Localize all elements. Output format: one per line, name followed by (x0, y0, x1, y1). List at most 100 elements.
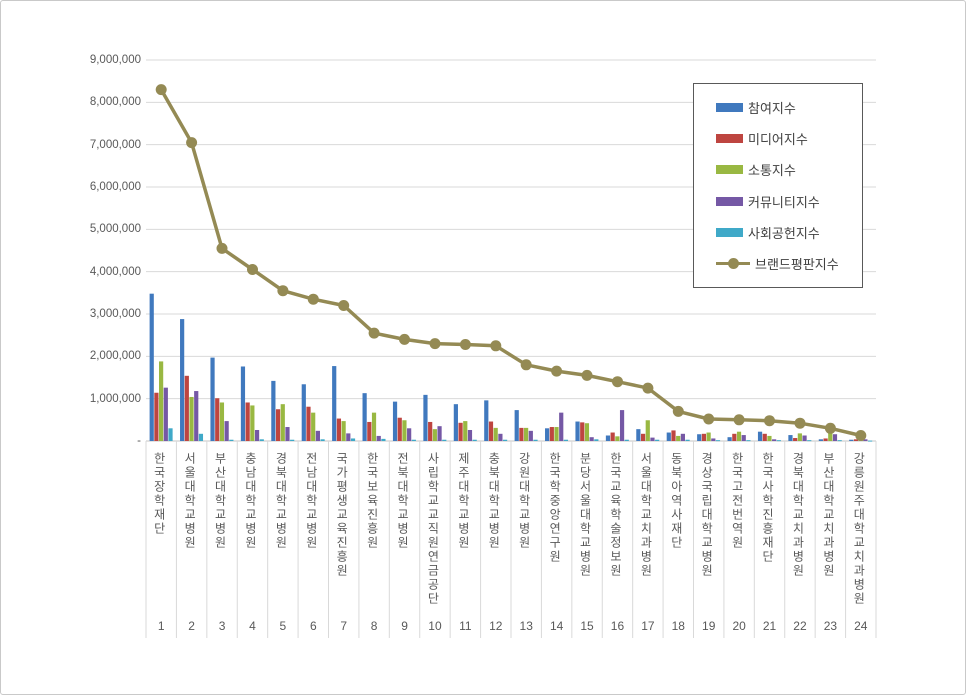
rank-number-21: 21 (762, 619, 777, 633)
rank-number-16: 16 (610, 619, 625, 633)
brand-marker-10 (429, 338, 441, 350)
bar-3-cat-8 (371, 412, 377, 441)
y-tick-label: 2,000,000 (89, 350, 141, 363)
rank-number-13: 13 (519, 619, 533, 633)
category-label-3: 부산대학교병원 (214, 452, 227, 550)
category-label-21: 한국사학진흥재단 (761, 452, 774, 564)
bar-1-cat-6 (301, 384, 306, 441)
bar-3-cat-15 (584, 423, 590, 441)
bar-5-cat-13 (533, 439, 538, 441)
bar-4-cat-15 (589, 437, 594, 441)
bar-4-cat-14 (559, 412, 564, 441)
bar-2-cat-22 (793, 438, 798, 441)
brand-marker-7 (338, 300, 350, 311)
legend-swatch-icon (716, 134, 743, 144)
bar-4-cat-24 (863, 439, 868, 441)
rank-number-24: 24 (854, 619, 868, 633)
bar-2-cat-8 (367, 421, 372, 441)
bar-5-cat-21 (776, 440, 781, 442)
bar-4-cat-18 (680, 433, 685, 441)
rank-number-20: 20 (732, 619, 746, 633)
bar-3-cat-20 (736, 431, 742, 441)
category-label-12: 충북대학교병원 (487, 452, 500, 550)
brand-marker-11 (459, 339, 471, 350)
bar-4-cat-9 (407, 428, 412, 441)
rank-number-14: 14 (549, 619, 564, 633)
category-label-7: 국가평생교육진흥원 (335, 452, 348, 578)
bar-1-cat-24 (849, 439, 854, 441)
bar-4-cat-10 (437, 426, 442, 441)
bar-2-cat-6 (306, 406, 311, 441)
bar-2-cat-1 (154, 392, 159, 441)
legend-line-dot (728, 257, 739, 269)
bar-1-cat-21 (757, 431, 763, 441)
bar-5-cat-15 (594, 439, 599, 441)
bar-5-cat-11 (472, 439, 477, 441)
legend-label: 커뮤니티지수 (748, 194, 820, 210)
bar-3-cat-22 (797, 433, 802, 441)
bar-5-cat-9 (411, 439, 416, 441)
bar-1-cat-9 (392, 401, 398, 441)
brand-marker-22 (794, 417, 806, 429)
rank-number-10: 10 (428, 619, 442, 633)
bar-2-cat-20 (732, 433, 737, 441)
brand-marker-16 (612, 376, 623, 388)
y-tick-label: 7,000,000 (89, 138, 141, 151)
legend-item-3: 소통지수 (716, 160, 862, 179)
bar-4-cat-5 (285, 427, 290, 441)
category-label-18: 동북아역사재단 (670, 452, 683, 550)
bar-1-cat-13 (514, 410, 519, 441)
bar-2-cat-9 (397, 417, 402, 441)
legend-item-6: 브랜드평판지수 (716, 254, 862, 273)
bar-1-cat-18 (666, 432, 671, 441)
bar-1-cat-15 (575, 421, 580, 441)
bar-4-cat-19 (711, 438, 716, 441)
bar-1-cat-7 (332, 366, 337, 441)
brand-marker-19 (703, 413, 715, 425)
bar-1-cat-4 (240, 366, 246, 441)
rank-number-22: 22 (793, 619, 807, 633)
bar-5-cat-4 (259, 439, 264, 441)
bar-1-cat-19 (697, 434, 702, 441)
bar-1-cat-22 (788, 435, 793, 441)
brand-marker-18 (672, 405, 684, 417)
bar-3-cat-11 (463, 421, 468, 441)
category-label-6: 전남대학교병원 (305, 452, 318, 550)
y-tick-label: 4,000,000 (89, 265, 141, 278)
bar-5-cat-10 (442, 439, 447, 441)
y-tick-label: 3,000,000 (89, 308, 141, 320)
bar-1-cat-5 (271, 380, 276, 441)
bar-4-cat-3 (224, 421, 229, 441)
brand-marker-15 (581, 369, 593, 381)
bar-2-cat-3 (215, 398, 220, 441)
bar-5-cat-3 (229, 439, 234, 441)
bar-4-cat-11 (467, 429, 473, 441)
bar-4-cat-7 (346, 433, 351, 441)
bar-3-cat-12 (493, 427, 498, 441)
bar-1-cat-2 (180, 319, 185, 441)
category-label-1: 한국장학재단 (153, 452, 166, 536)
bar-5-cat-16 (624, 439, 629, 441)
legend-item-2: 미디어지수 (716, 129, 862, 148)
bar-1-cat-11 (453, 404, 458, 441)
legend-swatch-icon (716, 103, 743, 113)
legend-item-4: 커뮤니티지수 (716, 192, 862, 211)
bar-2-cat-21 (762, 433, 767, 441)
y-tick-label: 6,000,000 (89, 181, 141, 193)
rank-number-2: 2 (188, 619, 195, 633)
category-label-17: 서울대학교치과병원 (639, 452, 652, 578)
legend-item-5: 사회공헌지수 (716, 223, 862, 242)
category-label-19: 경상국립대학교병원 (700, 452, 713, 578)
bar-4-cat-17 (650, 437, 655, 441)
brand-marker-9 (399, 333, 410, 345)
legend-swatch-icon (716, 196, 743, 206)
bar-1-cat-1 (149, 293, 154, 441)
bar-2-cat-7 (336, 418, 342, 441)
brand-marker-5 (277, 285, 289, 297)
y-tick-label: - (137, 435, 141, 447)
brand-marker-8 (368, 327, 380, 339)
bar-3-cat-1 (159, 361, 164, 441)
bar-5-cat-24 (867, 440, 873, 442)
bar-3-cat-9 (402, 420, 407, 441)
bar-3-cat-7 (341, 421, 346, 441)
